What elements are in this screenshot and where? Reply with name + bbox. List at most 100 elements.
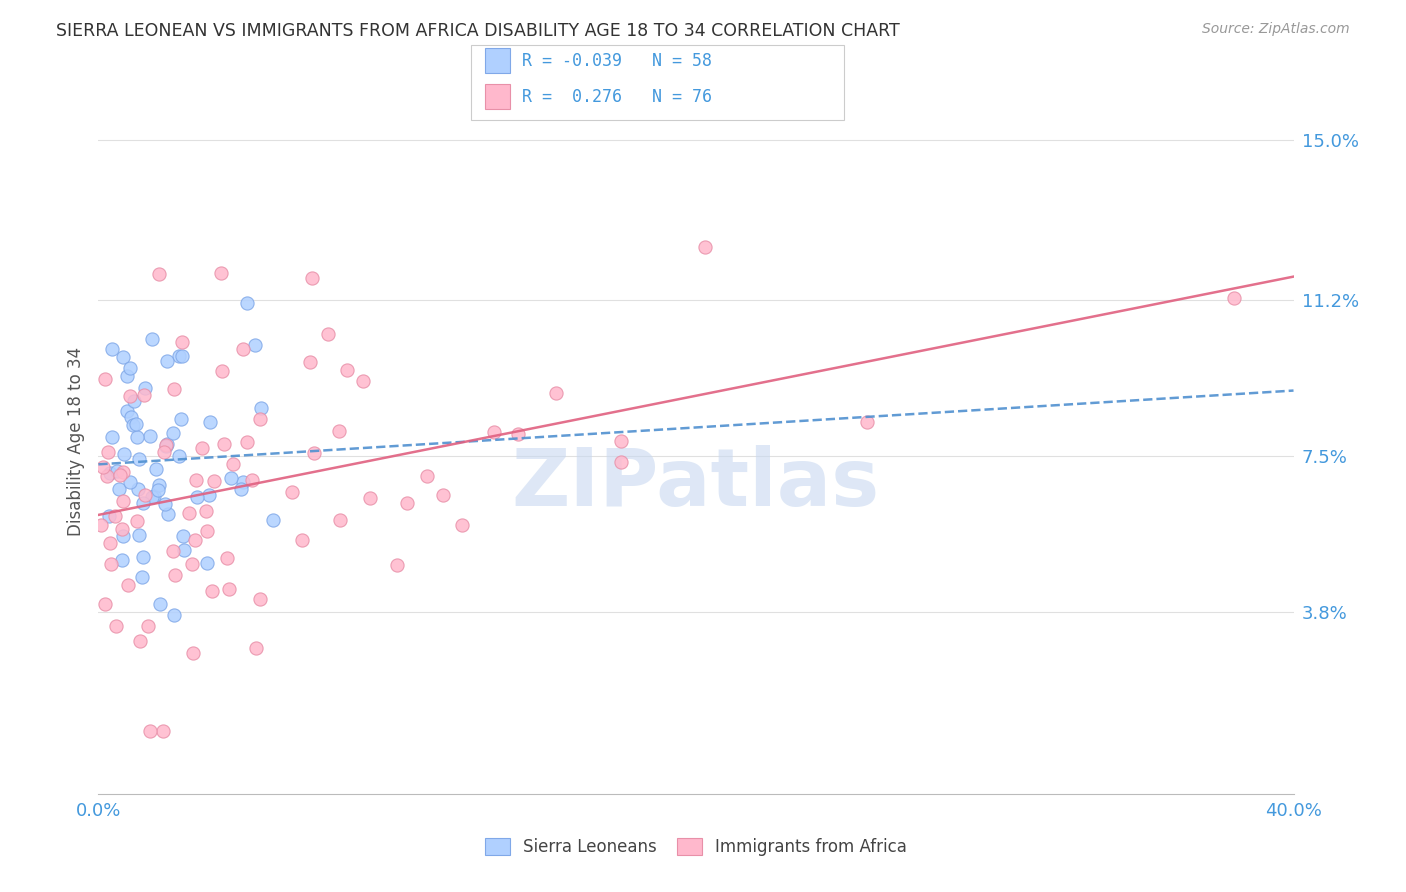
Point bbox=[156, 507, 179, 521]
Point bbox=[141, 491, 163, 505]
Point bbox=[104, 618, 127, 632]
Point bbox=[163, 568, 186, 582]
Point bbox=[120, 389, 142, 403]
Point bbox=[98, 509, 121, 524]
Point bbox=[219, 471, 242, 485]
Point bbox=[134, 380, 156, 394]
Point bbox=[184, 473, 207, 487]
Legend: Sierra Leoneans, Immigrants from Africa: Sierra Leoneans, Immigrants from Africa bbox=[485, 838, 907, 856]
Point bbox=[112, 447, 135, 461]
Point bbox=[115, 403, 138, 417]
Point bbox=[148, 478, 170, 492]
Point bbox=[217, 551, 239, 566]
Point bbox=[125, 430, 148, 444]
Point bbox=[184, 533, 207, 547]
Point bbox=[107, 482, 129, 496]
Point bbox=[181, 647, 204, 661]
Point bbox=[155, 439, 177, 453]
Point bbox=[111, 522, 134, 536]
Y-axis label: Disability Age 18 to 34: Disability Age 18 to 34 bbox=[66, 347, 84, 536]
Point bbox=[118, 361, 141, 376]
Point bbox=[169, 350, 191, 364]
Point bbox=[120, 409, 142, 424]
Point bbox=[90, 517, 112, 532]
Point bbox=[136, 619, 159, 633]
Point bbox=[94, 371, 117, 385]
Point bbox=[186, 491, 208, 505]
Point bbox=[108, 468, 131, 483]
Point bbox=[162, 425, 184, 440]
Point bbox=[236, 296, 259, 310]
Point bbox=[221, 457, 243, 471]
Point bbox=[128, 633, 150, 648]
Point bbox=[195, 504, 218, 518]
Point bbox=[201, 583, 224, 598]
Point bbox=[218, 582, 240, 596]
Point bbox=[395, 496, 418, 510]
Point bbox=[262, 513, 284, 527]
Point bbox=[450, 517, 472, 532]
Point bbox=[149, 597, 172, 611]
Point bbox=[152, 723, 174, 738]
Text: R = -0.039   N = 58: R = -0.039 N = 58 bbox=[522, 52, 711, 70]
Point bbox=[197, 488, 219, 502]
Point bbox=[195, 556, 218, 570]
Point bbox=[111, 529, 134, 543]
Point bbox=[281, 485, 304, 500]
Point bbox=[245, 641, 267, 656]
Point bbox=[115, 368, 138, 383]
Point bbox=[96, 469, 118, 483]
Point bbox=[197, 524, 219, 539]
Point bbox=[316, 326, 339, 341]
Point bbox=[141, 332, 163, 346]
Point bbox=[170, 349, 193, 363]
Point bbox=[387, 558, 409, 572]
Point bbox=[546, 385, 568, 400]
Text: R =  0.276   N = 76: R = 0.276 N = 76 bbox=[522, 87, 711, 105]
Point bbox=[243, 338, 266, 352]
Point bbox=[240, 473, 263, 487]
Point bbox=[232, 475, 254, 489]
Point bbox=[128, 452, 150, 467]
Point bbox=[163, 607, 186, 622]
Point bbox=[167, 450, 190, 464]
Point bbox=[156, 354, 179, 368]
Point bbox=[202, 474, 225, 488]
Point bbox=[209, 266, 232, 280]
Point bbox=[173, 543, 195, 558]
Point bbox=[211, 364, 233, 378]
Point bbox=[328, 425, 350, 439]
Point bbox=[153, 497, 176, 511]
Point bbox=[229, 482, 252, 496]
Point bbox=[132, 388, 155, 402]
Point bbox=[162, 544, 184, 558]
Text: SIERRA LEONEAN VS IMMIGRANTS FROM AFRICA DISABILITY AGE 18 TO 34 CORRELATION CHA: SIERRA LEONEAN VS IMMIGRANTS FROM AFRICA… bbox=[56, 22, 900, 40]
Point bbox=[132, 550, 155, 565]
Point bbox=[117, 578, 139, 592]
Point bbox=[198, 415, 221, 429]
Point bbox=[155, 438, 177, 452]
Point bbox=[112, 466, 135, 480]
Point bbox=[191, 442, 214, 456]
Point bbox=[172, 529, 194, 543]
Point bbox=[156, 437, 179, 451]
Text: ZIPatlas: ZIPatlas bbox=[512, 445, 880, 523]
Point bbox=[93, 460, 115, 475]
Point bbox=[291, 533, 314, 547]
Point bbox=[415, 469, 437, 483]
Point bbox=[232, 342, 254, 356]
Point bbox=[1223, 292, 1246, 306]
Point bbox=[124, 417, 146, 431]
Point bbox=[98, 536, 121, 550]
Point bbox=[139, 429, 162, 443]
Point bbox=[249, 592, 271, 607]
Point bbox=[122, 418, 145, 433]
Point bbox=[336, 363, 359, 377]
Point bbox=[302, 446, 325, 460]
Point bbox=[299, 355, 322, 369]
Point bbox=[124, 393, 146, 408]
Point bbox=[163, 382, 186, 396]
Point bbox=[172, 335, 194, 350]
Point bbox=[98, 466, 121, 480]
Point bbox=[100, 557, 122, 571]
